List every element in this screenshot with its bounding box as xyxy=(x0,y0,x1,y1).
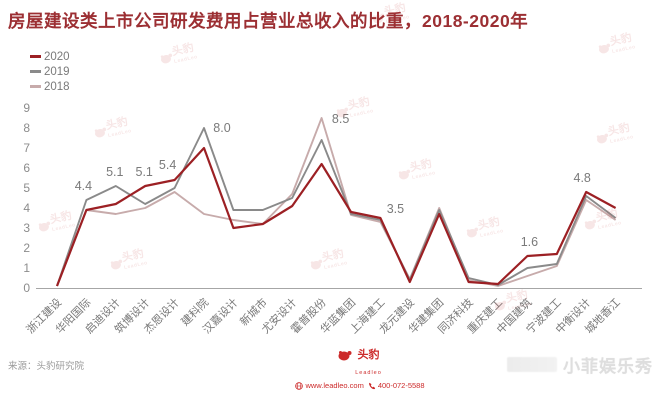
y-tick-label: 2 xyxy=(23,241,30,255)
watermark-logo xyxy=(507,357,557,372)
y-tick-label: 4 xyxy=(23,201,30,215)
series-line-2019 xyxy=(56,127,617,287)
data-label: 4.8 xyxy=(574,171,591,185)
data-label: 5.1 xyxy=(136,165,153,179)
data-label: 8.5 xyxy=(332,112,349,126)
phone-icon xyxy=(368,382,375,389)
brand-subtitle: Leadleo xyxy=(355,370,382,376)
brand-website: www.leadleo.com xyxy=(305,381,364,390)
watermark-text: 小菲娱乐秀 xyxy=(563,357,653,376)
y-tick-label: 0 xyxy=(23,281,30,295)
legend-item-2020: 2020 xyxy=(30,49,70,64)
globe-icon xyxy=(295,381,304,390)
page-title: 房屋建设类上市公司研发费用占营业总收入的比重，2018-2020年 xyxy=(8,11,529,31)
data-label: 3.5 xyxy=(387,202,404,216)
y-tick-label: 8 xyxy=(23,121,30,135)
data-label: 5.4 xyxy=(159,158,176,172)
legend-label: 2020 xyxy=(44,50,70,63)
leopard-logo-icon xyxy=(338,351,352,361)
legend-swatch xyxy=(30,55,41,58)
legend-swatch xyxy=(30,85,41,88)
series-line-2018 xyxy=(56,117,617,287)
legend-swatch xyxy=(30,70,41,73)
author-watermark: 小菲娱乐秀 xyxy=(507,352,653,377)
data-label: 8.0 xyxy=(213,121,230,135)
data-label: 5.1 xyxy=(106,165,123,179)
data-label: 1.6 xyxy=(521,235,538,249)
y-tick-label: 5 xyxy=(23,181,30,195)
y-tick-label: 9 xyxy=(23,101,30,115)
legend-item-2019: 2019 xyxy=(30,64,70,79)
legend-label: 2018 xyxy=(44,80,70,93)
source-note: 来源：头豹研究院 xyxy=(8,361,85,372)
legend-label: 2019 xyxy=(44,65,70,78)
y-tick-label: 7 xyxy=(23,141,30,155)
y-tick-label: 3 xyxy=(23,221,30,235)
y-tick-label: 6 xyxy=(23,161,30,175)
legend-item-2018: 2018 xyxy=(30,79,70,94)
brand-name: 头豹 xyxy=(357,349,380,361)
legend: 2020 2019 2018 xyxy=(30,49,70,94)
y-tick-label: 1 xyxy=(23,261,30,275)
brand-footer: 头豹 Leadleo www.leadleo.com 400-072-5588 xyxy=(295,350,425,390)
brand-phone: 400-072-5588 xyxy=(377,381,425,390)
series-line-2020 xyxy=(55,146,617,287)
data-label: 4.4 xyxy=(75,179,92,193)
